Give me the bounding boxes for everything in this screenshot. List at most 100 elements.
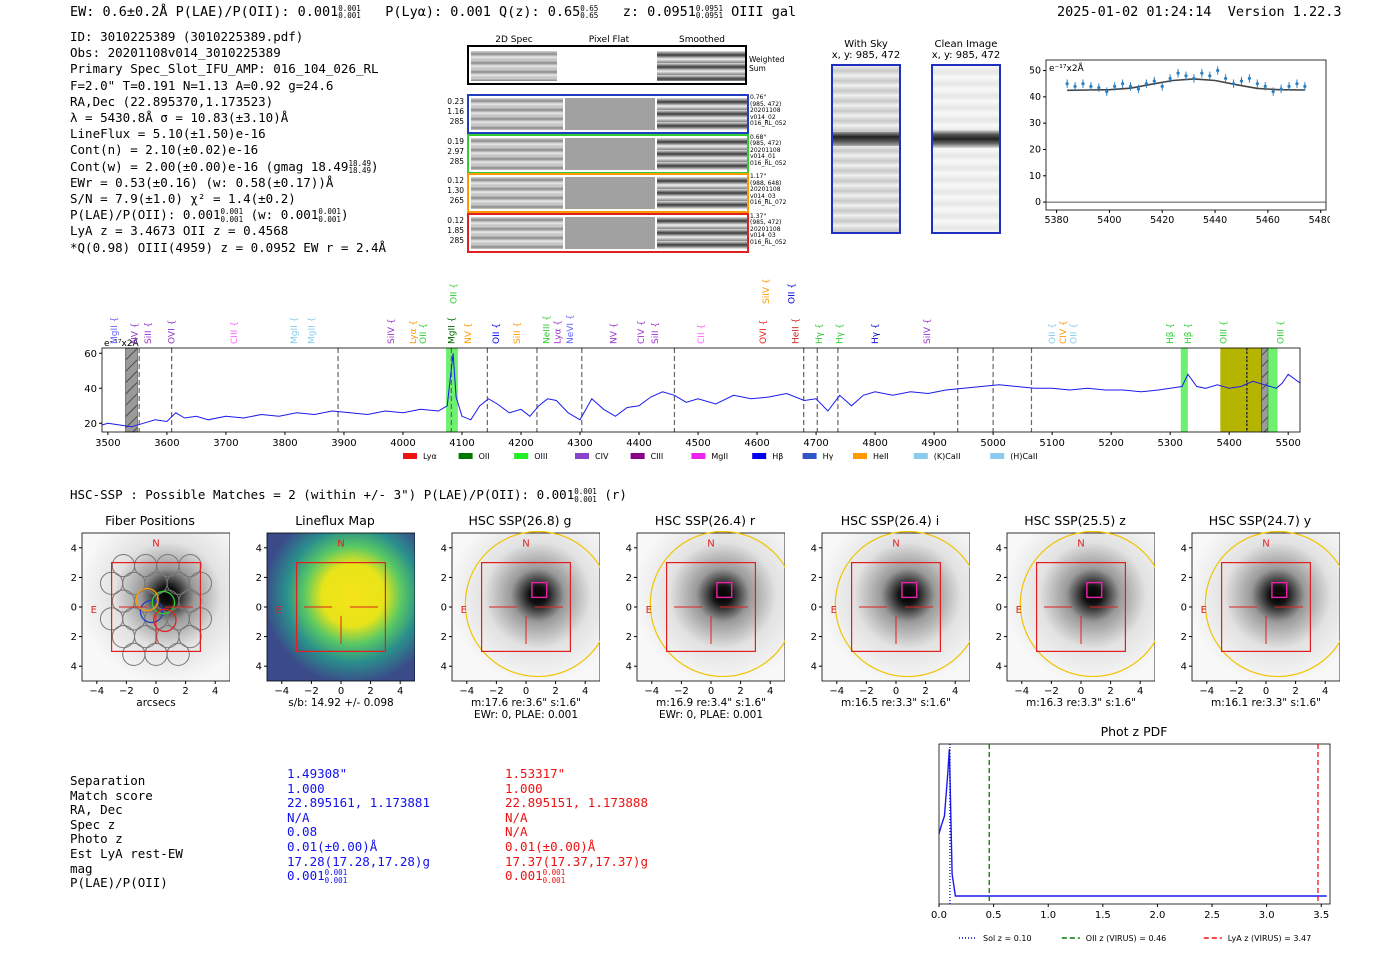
fiber-info: 0.68" (985, 472) 20201108 v014_01 016_RL_052 [750,133,787,167]
spectrum-line-label: Hβ { [1184,323,1194,344]
spectrum-x-tick-label: 3500 [95,438,120,449]
fiber-info: 1.17" (988, 648) 20201108 v014_03 016_RL_072 [750,173,787,207]
legend-swatch [691,453,706,459]
zoom-unit-label: e⁻¹⁷x2Å [1049,62,1085,74]
zoom-y-tick-label: 40 [1030,92,1041,103]
zoom-point [1192,76,1196,81]
panel-caption: m:16.5 re:3.3" s:1.6" [841,697,951,709]
spectrum-x-tick-label: 4600 [744,438,769,449]
spectrum-line-label: SiII { [144,322,154,344]
panel-x-tick-label: −2 [674,686,689,697]
legend-swatch [458,453,473,459]
zoom-point [1231,82,1236,86]
spectrum-x-tick-label: 3900 [331,438,356,449]
summary-tail: OIII gal [731,4,797,20]
svg-text:Hβ {: Hβ { [1166,323,1176,344]
panel-y-tick-label: 0 [811,603,817,614]
zoom-point [1160,84,1164,88]
full-spectrum-chart: 20 40 60 3500 3600 3700 3800 3900 4000 4100 4200 43… [84,278,1301,461]
panel-title: HSC SSP(26.8) g [468,513,572,528]
panel-y-tick-label: 0 [256,603,262,614]
svg-text:CIV {: CIV { [1059,320,1069,344]
aperture-ellipse [834,531,970,678]
fiber-cutouts: 0.23 1.16 285 0.76" (985, 472) 20201108 v014_… [446,94,796,254]
svg-text:NV {: NV { [464,323,474,344]
svg-text:CIII {: CIII { [230,321,240,344]
panel-x-tick-label: 0 [153,686,159,697]
compass-east: E [646,605,652,616]
with-sky-title: With Sky x, y: 985, 472 [831,39,901,61]
photz-x-tick-label: 2.5 [1204,910,1220,921]
panel-title: Fiber Positions [105,513,195,528]
info-cont-w: Cont(w) = 2.00(±0.00)e-16 (gmag 18.4918.… [70,158,379,176]
svg-text:SiII {: SiII { [651,322,661,344]
panel-x-tick-label: −2 [304,686,319,697]
svg-text:SiII {: SiII { [144,322,154,344]
panel-y-tick-label: −4 [70,662,77,673]
panel-x-tick-label: −4 [829,686,844,697]
zoom-point [1105,89,1109,94]
svg-text:SiII {: SiII { [513,322,523,344]
weighted-2d [471,51,557,81]
info-id: ID: 3010225389 (3010225389.pdf) [70,29,304,44]
spectrum-x-tick-label: 3800 [272,438,297,449]
spectrum-y-tick-label: 40 [84,384,97,395]
panel-x-tick-label: 0 [1263,686,1269,697]
panel-y-tick-label: −2 [995,632,1002,643]
svg-text:CII {: CII { [697,324,707,344]
panel-caption: s/b: 14.92 +/- 0.098 [288,697,394,709]
red-lya-rest-ew: 0.01(±0.00)Å [505,838,596,854]
panel-y-tick-label: 0 [71,603,77,614]
search-box [850,562,942,653]
legend-swatch [752,453,767,459]
panel-x-tick-label: 2 [1292,686,1298,697]
panel-y-tick-label: 2 [996,573,1002,584]
spectrum-line-label: Hβ { [1166,323,1176,344]
zoom-point [1279,87,1283,91]
fiber-frame [467,173,749,213]
zoom-x-tick-label: 5420 [1150,215,1174,226]
svg-text:MgII {: MgII { [447,317,457,344]
info-fwhm: F=2.0" T=0.191 N=1.13 A=0.92 g=24.6 [70,77,334,93]
info-primary-spec: Primary Spec_Slot_IFU_AMP: 016_104_026_R… [70,61,379,77]
svg-text:MgII {: MgII { [308,317,318,344]
fiber-values: 0.12 1.30 265 [447,176,464,205]
zoom-x-tick-label: 5400 [1097,215,1121,226]
search-box [1035,562,1127,653]
spectrum-line-label: MgII { [308,317,318,344]
zoom-point [1184,74,1188,78]
panel-x-tick-label: 4 [952,686,958,697]
zoom-point [1200,71,1204,75]
label-photo-z: Photo z [70,831,123,847]
spectrum-line-label: MgII { [447,317,457,344]
panel-x-tick-label: −2 [1229,686,1244,697]
zoom-point [1224,76,1228,81]
summary-header: EW: 0.6±0.2Å P(LAE)/P(OII): 0.0010.001 0.… [70,4,796,20]
spectrum-x-tick-label: 4900 [921,438,946,449]
info-obs: Obs: 20201108v014_3010225389 [70,45,281,61]
spectrum-line-label: CII { [697,324,707,344]
spectrum-line-label: OII { [1048,323,1058,344]
svg-text:OIII {: OIII { [1219,320,1229,344]
panel-y-tick-label: −2 [625,632,632,643]
spectrum-line-label: SiII { [513,322,523,344]
panel-y-tick-label: 0 [441,603,447,614]
panel-x-tick-label: 0 [708,686,714,697]
label-radec: RA, Dec [70,802,123,818]
red-separation: 1.53317" [505,766,566,781]
spectrum-x-tick-label: 4700 [803,438,828,449]
col-smoothed: Smoothed [679,35,725,45]
spectrum-line-label: MgII { [290,317,300,344]
zoom-point [1144,82,1148,86]
match-table-blue: 1.49308" 1.000 22.895161, 1.173881 N/A 0… [287,766,430,884]
svg-text:Hγ {: Hγ { [871,323,881,344]
panel-x-tick-label: −4 [644,686,659,697]
panel-title: HSC SSP(26.4) r [654,513,756,528]
spectrum-line [101,353,1301,428]
svg-text:OVI {: OVI { [759,320,769,344]
match-table-labels: Separation Match score RA, Dec Spec z Ph… [70,773,183,891]
spectrum-line-label: CIII { [230,321,240,344]
svg-text:Hγ {: Hγ { [815,323,825,344]
info-plae: P(LAE)/P(OII): 0.0010.001 0.001 (w: 0.001… [70,207,349,224]
